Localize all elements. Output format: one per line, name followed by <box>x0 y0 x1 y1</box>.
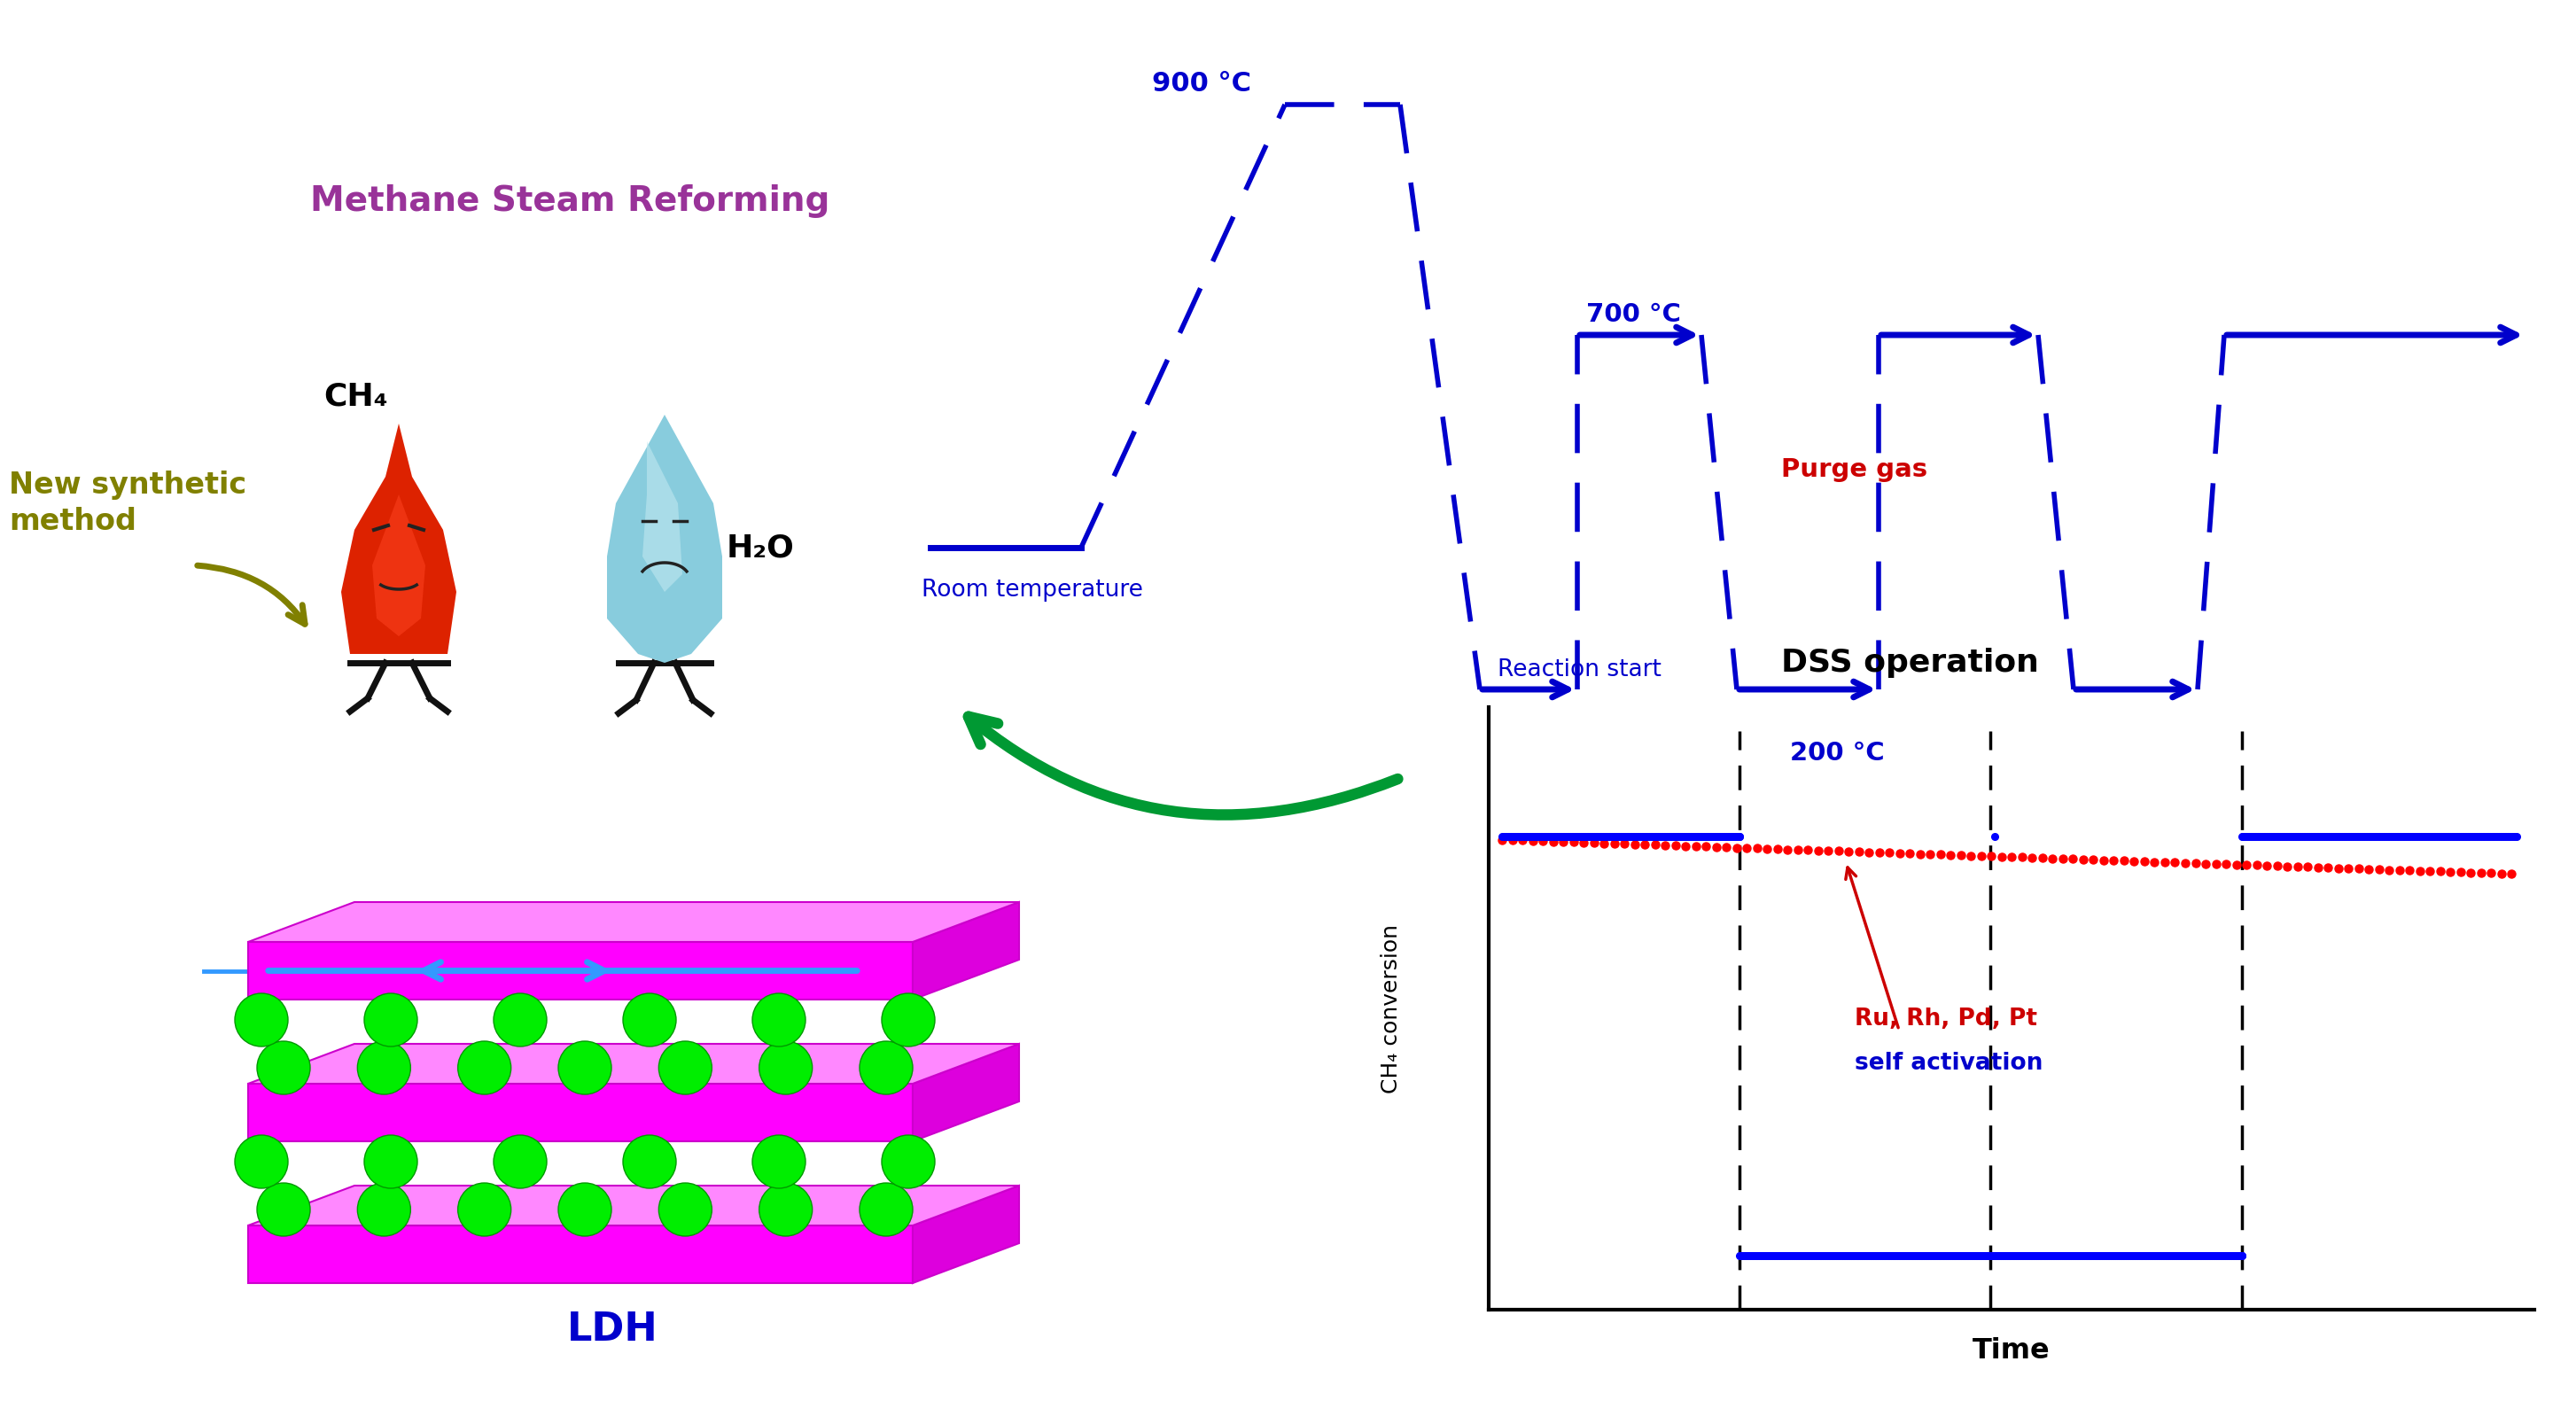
Text: Reaction start: Reaction start <box>1497 658 1662 681</box>
Text: 200 °C: 200 °C <box>1790 741 1886 766</box>
Circle shape <box>358 1182 410 1236</box>
Text: Time: Time <box>1973 1337 2050 1365</box>
Polygon shape <box>371 494 425 636</box>
Circle shape <box>760 1041 811 1095</box>
Circle shape <box>752 994 806 1046</box>
Text: CH₄ conversion: CH₄ conversion <box>1381 923 1401 1093</box>
Text: Methane Steam Reforming: Methane Steam Reforming <box>309 184 829 218</box>
Text: DSS operation: DSS operation <box>1783 647 2040 678</box>
Circle shape <box>559 1182 611 1236</box>
Circle shape <box>363 994 417 1046</box>
Text: 900 °C: 900 °C <box>1151 71 1252 96</box>
Polygon shape <box>247 942 912 1000</box>
Circle shape <box>659 1182 711 1236</box>
Circle shape <box>752 1136 806 1188</box>
Text: CH₄: CH₄ <box>325 382 389 412</box>
Text: 700 °C: 700 °C <box>1587 302 1682 327</box>
Text: self activation: self activation <box>1855 1052 2043 1075</box>
Circle shape <box>860 1041 912 1095</box>
Polygon shape <box>912 1044 1020 1141</box>
Circle shape <box>234 994 289 1046</box>
Circle shape <box>258 1182 309 1236</box>
Circle shape <box>358 1041 410 1095</box>
Circle shape <box>234 1136 289 1188</box>
Text: Purge gas: Purge gas <box>1780 457 1927 481</box>
Circle shape <box>363 1136 417 1188</box>
Polygon shape <box>247 1083 912 1141</box>
Circle shape <box>459 1182 510 1236</box>
Polygon shape <box>912 1185 1020 1283</box>
Circle shape <box>659 1041 711 1095</box>
Polygon shape <box>340 423 456 654</box>
Polygon shape <box>247 1185 1020 1225</box>
Polygon shape <box>247 1044 1020 1083</box>
Polygon shape <box>641 442 683 592</box>
Text: Room temperature: Room temperature <box>922 579 1144 602</box>
Polygon shape <box>247 1225 912 1283</box>
Circle shape <box>495 1136 546 1188</box>
Circle shape <box>623 1136 675 1188</box>
Text: New synthetic
method: New synthetic method <box>8 470 247 537</box>
Circle shape <box>760 1182 811 1236</box>
Text: Ru, Rh, Pd, Pt: Ru, Rh, Pd, Pt <box>1855 1008 2038 1031</box>
Circle shape <box>258 1041 309 1095</box>
Circle shape <box>559 1041 611 1095</box>
Circle shape <box>495 994 546 1046</box>
Text: H₂O: H₂O <box>726 532 796 562</box>
Polygon shape <box>912 902 1020 1000</box>
Circle shape <box>881 994 935 1046</box>
Text: LDH: LDH <box>567 1311 657 1348</box>
Polygon shape <box>608 415 721 663</box>
Circle shape <box>881 1136 935 1188</box>
Circle shape <box>860 1182 912 1236</box>
Circle shape <box>623 994 675 1046</box>
Circle shape <box>459 1041 510 1095</box>
Polygon shape <box>247 902 1020 942</box>
